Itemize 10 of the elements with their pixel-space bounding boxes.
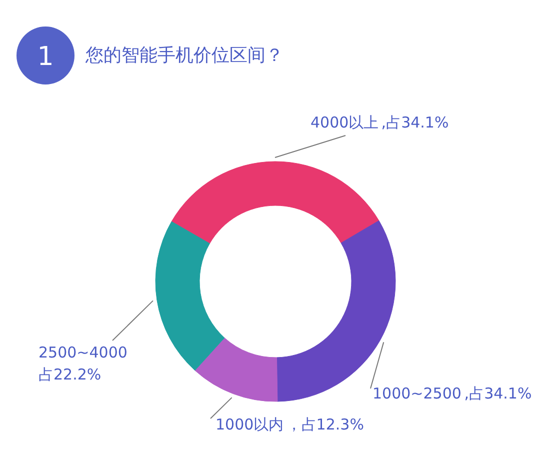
data-label: ,占34.1%	[381, 114, 449, 132]
data-label: ,占34.1%	[464, 384, 532, 402]
slice-label: 4000以上	[310, 114, 379, 132]
data-label: ，占12.3%	[286, 416, 364, 434]
data-label: 占22.2%	[38, 366, 102, 384]
text: 1	[37, 42, 54, 72]
slice-label: 1000以内	[216, 416, 284, 434]
slice-label: 2500~4000	[38, 344, 128, 362]
chart-title: 您的智能手机价位区间？	[84, 45, 284, 66]
slice-label: 1000~2500	[372, 384, 462, 402]
